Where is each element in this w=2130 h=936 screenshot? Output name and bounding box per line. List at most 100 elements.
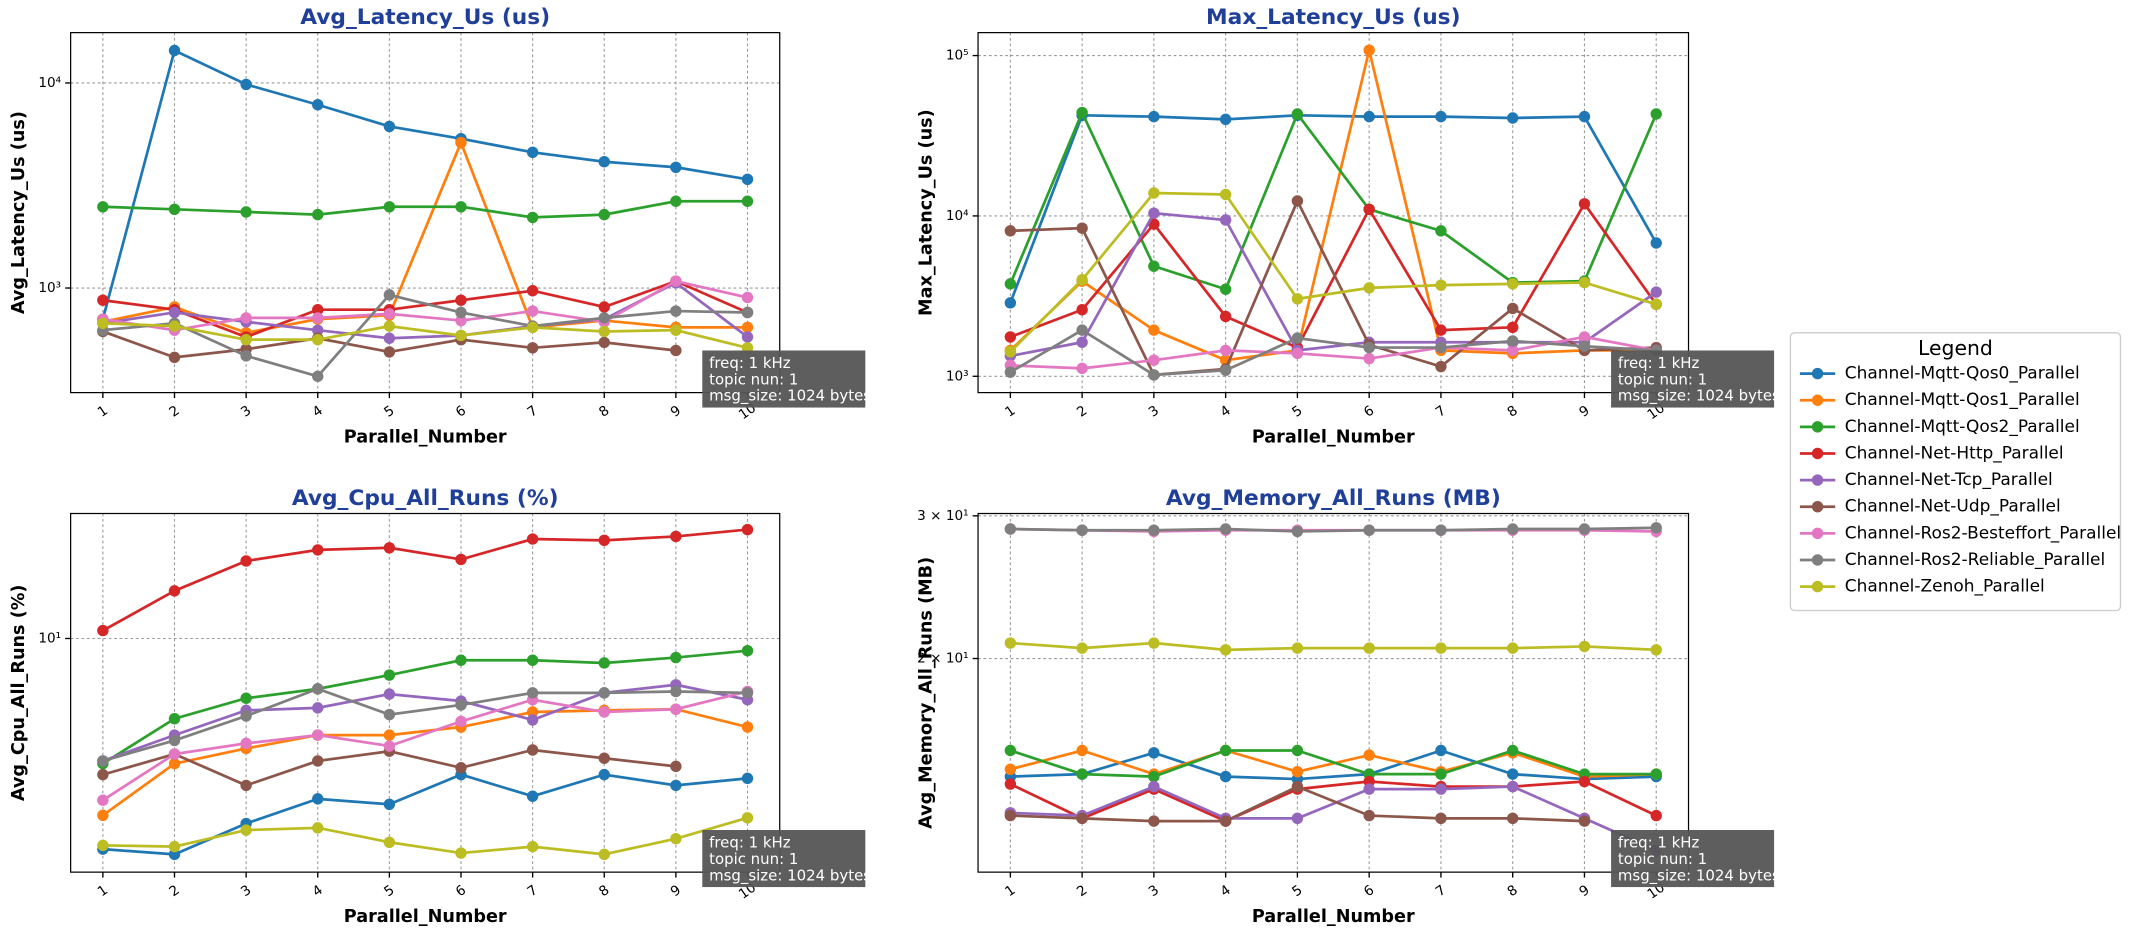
data-point <box>1076 274 1088 286</box>
y-tick-label: 10³ <box>946 368 969 384</box>
data-point <box>168 44 181 57</box>
legend-label: Channel-Mqtt-Qos0_Parallel <box>1845 364 2080 384</box>
chart-title: Avg_Cpu_All_Runs (%) <box>292 486 559 511</box>
data-point <box>526 211 539 224</box>
data-point <box>383 729 396 741</box>
legend: Legend Channel-Mqtt-Qos0_Parallel Channel-… <box>1789 332 2122 612</box>
data-point <box>670 344 682 357</box>
series-line <box>102 293 748 378</box>
data-point <box>1219 344 1232 357</box>
x-tick-label: 8 <box>596 882 612 900</box>
data-point <box>741 291 754 304</box>
series-line <box>102 199 748 219</box>
data-point <box>312 312 324 324</box>
y-tick-label: 10³ <box>38 280 61 296</box>
data-point <box>526 342 539 354</box>
x-tick-label: 6 <box>453 403 469 421</box>
data-point <box>1148 187 1160 199</box>
data-point <box>97 768 109 781</box>
data-point <box>455 306 467 319</box>
data-point <box>168 757 181 770</box>
x-tick-label: 7 <box>524 882 540 900</box>
legend-label: Channel-Mqtt-Qos1_Parallel <box>1845 390 2080 410</box>
data-point <box>168 203 181 216</box>
legend-marker <box>1811 474 1824 486</box>
data-point <box>526 714 539 726</box>
data-point <box>1219 815 1232 827</box>
series <box>97 195 754 224</box>
series-line <box>102 816 748 856</box>
data-point <box>455 699 467 711</box>
data-point <box>240 78 252 91</box>
annotation-box <box>1611 350 1775 408</box>
annotation-box <box>702 830 866 888</box>
data-point <box>168 351 181 364</box>
data-point <box>1004 278 1017 290</box>
data-point <box>455 329 467 342</box>
x-tick-label: 4 <box>1218 882 1234 900</box>
y-axis-label: Max_Latency_Us (us) <box>916 109 936 316</box>
series-line <box>101 48 748 320</box>
annotation-text: msg_size: 1024 bytes <box>1618 387 1780 405</box>
data-point <box>741 721 754 733</box>
data-point <box>312 793 324 805</box>
data-point <box>1650 522 1662 534</box>
legend-marker <box>1811 447 1824 460</box>
data-point <box>526 840 539 853</box>
data-point <box>526 744 539 756</box>
legend-title: Legend <box>1918 336 1993 360</box>
x-tick-label: 3 <box>1146 882 1162 900</box>
legend-label: Channel-Zenoh_Parallel <box>1845 577 2045 597</box>
data-point <box>670 530 682 543</box>
legend-marker <box>1811 501 1824 513</box>
data-point <box>1219 770 1232 783</box>
data-point <box>1578 276 1591 289</box>
data-point <box>670 760 682 773</box>
data-point <box>1219 523 1232 535</box>
x-tick-label: 3 <box>238 403 254 421</box>
data-point <box>97 755 109 767</box>
annotation-text: freq: 1 kHz <box>709 834 791 852</box>
series <box>1004 780 1591 827</box>
data-point <box>240 824 252 836</box>
series <box>97 812 754 861</box>
data-point <box>1004 225 1017 237</box>
data-point <box>1291 812 1304 825</box>
data-point <box>1650 237 1662 249</box>
data-point <box>1506 780 1519 793</box>
series <box>97 683 754 767</box>
data-point <box>741 321 754 334</box>
data-point <box>526 687 539 699</box>
x-tick-label: 1 <box>1002 882 1018 900</box>
data-point <box>1435 225 1447 237</box>
data-point <box>168 585 181 597</box>
x-tick-label: 9 <box>1576 403 1592 421</box>
data-point <box>1363 809 1375 822</box>
data-point <box>383 740 396 752</box>
y-tick-label: 10⁴ <box>38 75 61 91</box>
data-point <box>1578 775 1591 788</box>
data-point <box>670 305 682 317</box>
data-point <box>383 688 396 700</box>
data-point <box>526 146 539 159</box>
data-point <box>670 832 682 845</box>
data-point <box>1004 744 1017 757</box>
data-point <box>1291 108 1304 120</box>
annotation-text: topic nun: 1 <box>709 370 798 388</box>
data-point <box>1004 297 1017 309</box>
data-point <box>598 312 610 324</box>
data-point <box>1076 362 1088 375</box>
series-line <box>102 279 749 339</box>
data-point <box>741 812 754 824</box>
data-point <box>168 840 181 853</box>
data-point <box>1363 749 1375 761</box>
series <box>97 685 754 806</box>
data-point <box>1148 780 1160 793</box>
data-point <box>1148 110 1160 123</box>
data-point <box>1435 279 1447 291</box>
data-point <box>383 332 396 344</box>
data-point <box>598 336 610 349</box>
series-line <box>1009 201 1658 350</box>
series <box>97 523 754 637</box>
